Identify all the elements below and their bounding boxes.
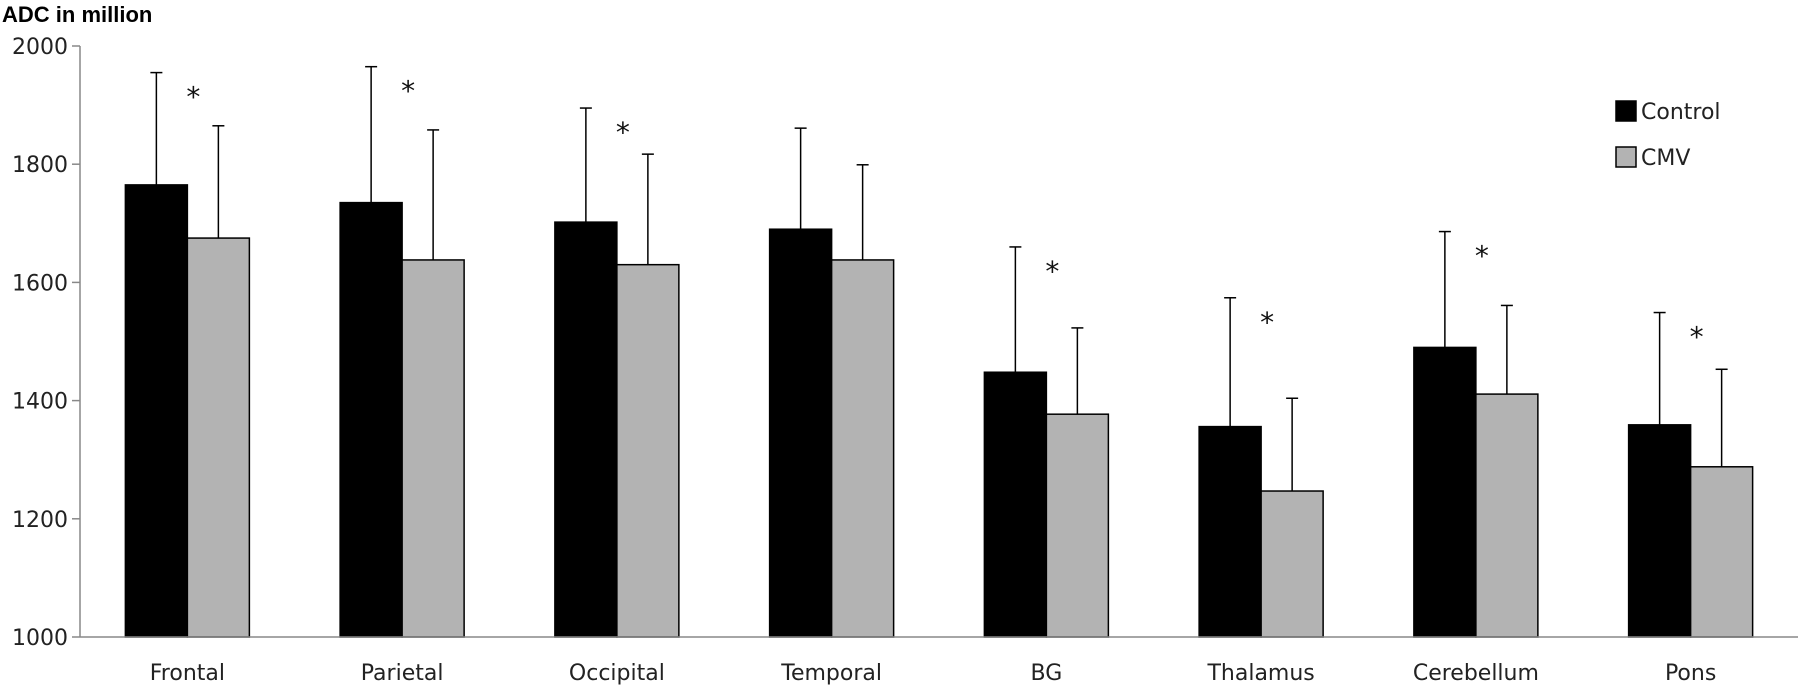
significance-markers: * * * * * * *	[186, 75, 1703, 354]
category-label-thalamus: Thalamus	[1206, 661, 1314, 686]
significance-star: *	[401, 75, 415, 108]
bar-cmv-cerebellum	[1475, 393, 1539, 638]
category-label-bg: BG	[1030, 661, 1062, 686]
bar-control-temporal	[768, 228, 833, 638]
error-bars	[150, 65, 1728, 492]
category-label-temporal: Temporal	[780, 661, 882, 686]
legend-label-cmv: CMV	[1641, 146, 1690, 171]
y-axis-title: ADC in million	[2, 2, 152, 27]
bar-cmv-frontal	[186, 237, 251, 638]
bar-cmv-parietal	[401, 259, 465, 638]
y-axis-ticks: 1000 1200 1400 1600 1800 2000	[12, 35, 80, 651]
y-tick-label: 1400	[12, 390, 68, 415]
significance-star: *	[1260, 306, 1274, 339]
category-label-cerebellum: Cerebellum	[1413, 661, 1539, 686]
significance-star: *	[186, 81, 200, 114]
bar-control-bg	[983, 371, 1048, 638]
legend-label-control: Control	[1641, 100, 1721, 125]
y-tick-label: 2000	[12, 35, 68, 60]
y-tick-label: 1000	[12, 626, 68, 651]
bar-cmv-pons	[1689, 466, 1754, 638]
significance-star: *	[1045, 255, 1059, 288]
bar-cmv-bg	[1045, 413, 1110, 638]
category-label-frontal: Frontal	[150, 661, 225, 686]
bars	[124, 184, 1754, 638]
bar-cmv-temporal	[830, 259, 895, 638]
y-tick-label: 1800	[12, 153, 68, 178]
significance-star: *	[616, 116, 630, 149]
bar-cmv-occipital	[616, 263, 680, 638]
bar-cmv-thalamus	[1260, 490, 1324, 638]
significance-star: *	[1690, 321, 1704, 354]
legend-swatch-cmv	[1615, 146, 1637, 168]
bar-control-thalamus	[1198, 425, 1262, 638]
legend-swatch-control	[1615, 100, 1637, 122]
x-axis-labels: Frontal Parietal Occipital Temporal BG Thalam…	[150, 661, 1717, 686]
category-label-occipital: Occipital	[569, 661, 665, 686]
category-label-parietal: Parietal	[361, 661, 444, 686]
y-tick-label: 1600	[12, 271, 68, 296]
bar-control-pons	[1627, 424, 1692, 638]
bar-control-cerebellum	[1413, 346, 1477, 638]
significance-star: *	[1475, 240, 1489, 273]
bar-control-frontal	[124, 184, 189, 638]
y-tick-label: 1200	[12, 508, 68, 533]
category-label-pons: Pons	[1665, 661, 1716, 686]
bar-control-occipital	[554, 221, 618, 638]
legend: Control CMV	[1615, 100, 1721, 171]
bar-control-parietal	[339, 201, 403, 638]
